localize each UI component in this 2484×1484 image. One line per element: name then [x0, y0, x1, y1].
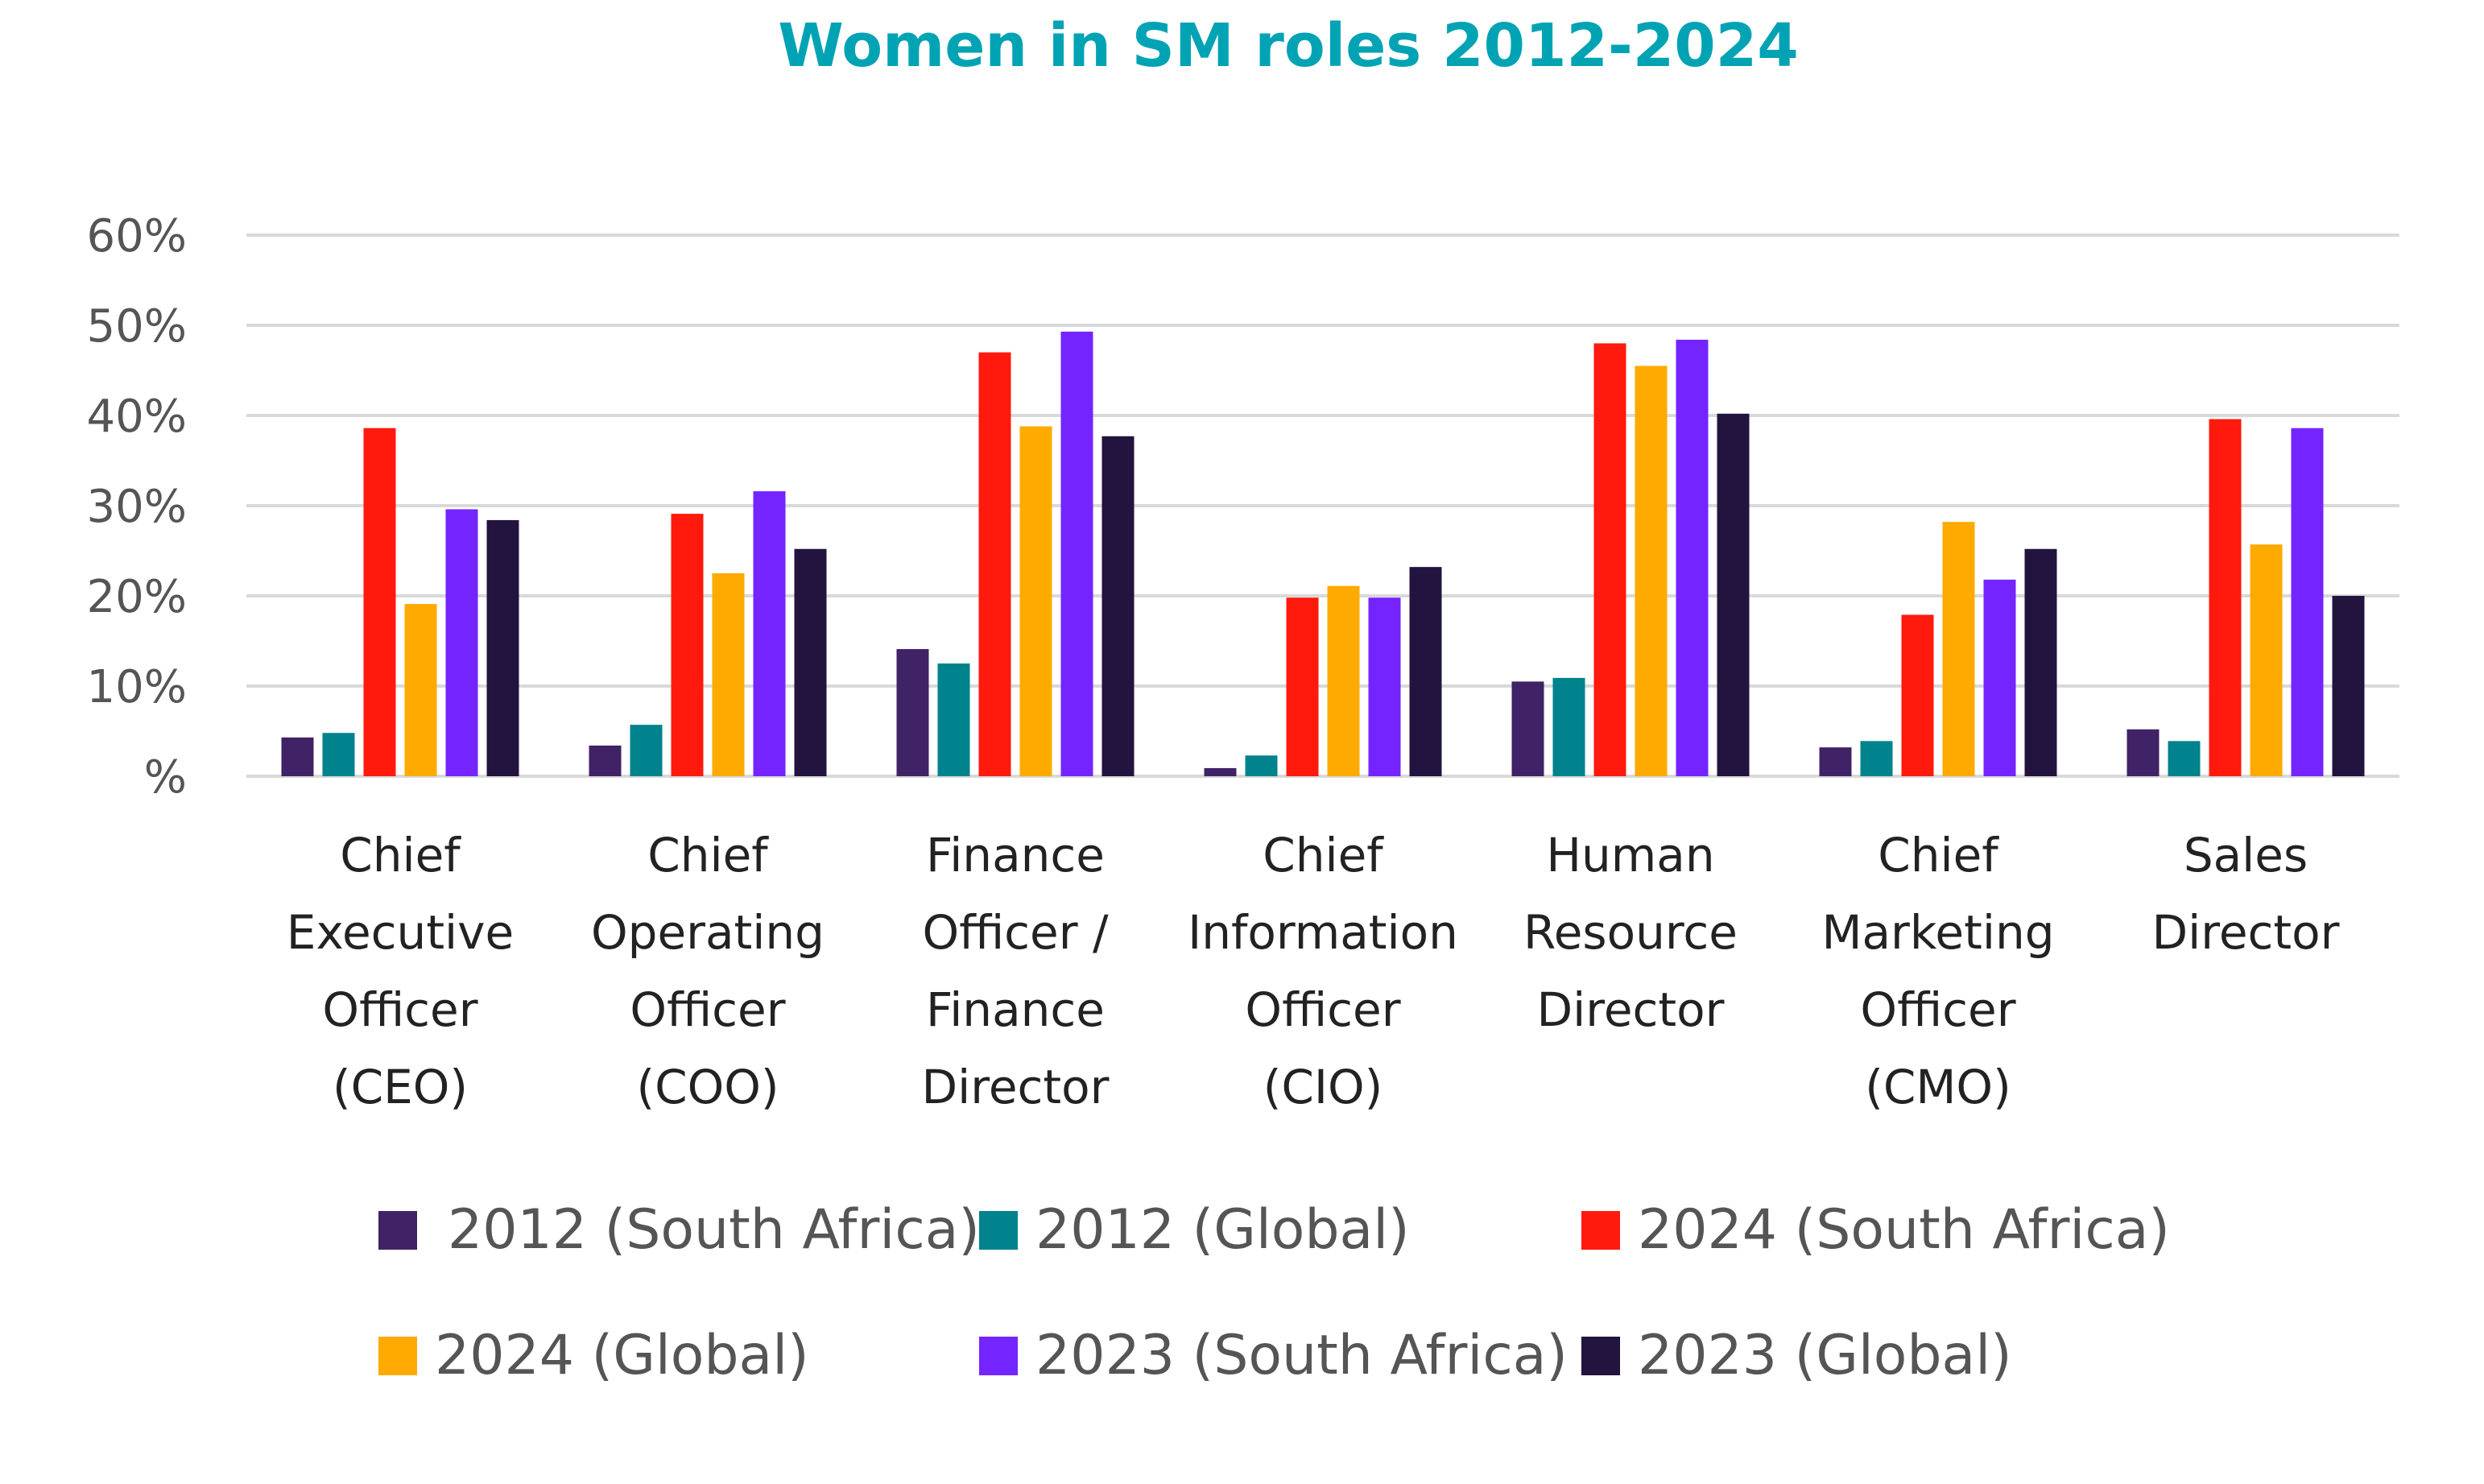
- x-tick-label: Officer: [322, 982, 477, 1037]
- legend-item: 2024 (Global): [378, 1324, 809, 1387]
- bar: [1286, 597, 1319, 776]
- bar: [794, 548, 827, 776]
- bar: [486, 519, 519, 776]
- x-tick-label: Director: [1537, 982, 1725, 1037]
- x-tick-label: Chief: [1878, 828, 1999, 883]
- bar: [978, 352, 1011, 777]
- bar: [445, 509, 478, 776]
- x-tick-label: Officer: [630, 982, 785, 1037]
- bar: [2126, 729, 2160, 776]
- x-tick-label: Executive: [287, 905, 514, 960]
- bar: [1983, 579, 2016, 776]
- legend-label: 2023 (Global): [1638, 1324, 2012, 1387]
- bar: [2332, 596, 2365, 776]
- legend-swatch: [378, 1337, 417, 1375]
- bar: [363, 428, 396, 776]
- bar: [1552, 677, 1585, 776]
- legend-swatch: [1581, 1211, 1620, 1250]
- x-tick-label: Resource: [1523, 905, 1738, 960]
- x-tick-label: Operating: [591, 905, 825, 960]
- x-tick-label: Director: [2152, 905, 2340, 960]
- bar: [2209, 419, 2242, 776]
- x-tick-label: Chief: [340, 828, 461, 883]
- y-tick-label: 30%: [87, 481, 187, 533]
- bar: [1511, 681, 1544, 776]
- bar: [1245, 755, 1278, 776]
- legend-swatch: [1581, 1337, 1620, 1375]
- x-tick-label: Human: [1546, 828, 1714, 883]
- bar: [322, 733, 355, 776]
- chart-title: Women in SM roles 2012-2024: [778, 11, 1798, 81]
- bar: [2291, 428, 2324, 776]
- legend-swatch: [378, 1211, 417, 1250]
- legend-label: 2024 (South Africa): [1638, 1198, 2170, 1262]
- y-tick-label: %: [144, 751, 187, 804]
- legend-label: 2024 (Global): [435, 1324, 809, 1387]
- x-tick-label: Officer: [1245, 982, 1400, 1037]
- bar: [589, 745, 622, 776]
- legend-swatch: [979, 1337, 1018, 1375]
- x-tick-label: Finance: [926, 828, 1105, 883]
- legend-swatch: [979, 1211, 1018, 1250]
- bar: [896, 649, 929, 776]
- legend-item: 2023 (Global): [1581, 1324, 2012, 1387]
- x-tick-label: Sales: [2184, 828, 2308, 883]
- y-tick-label: 10%: [87, 661, 187, 713]
- x-tick-label: Information: [1188, 905, 1458, 960]
- bar: [1635, 366, 1668, 776]
- bar: [630, 725, 663, 776]
- x-tick-label: (CIO): [1263, 1060, 1383, 1114]
- x-tick-label: Officer /: [922, 905, 1109, 960]
- legend-label: 2012 (South Africa): [448, 1198, 980, 1262]
- y-tick-label: 50%: [87, 300, 187, 353]
- x-tick-label: Finance: [926, 982, 1105, 1037]
- x-tick-label: (CMO): [1865, 1060, 2011, 1114]
- legend-item: 2023 (South Africa): [979, 1324, 1568, 1387]
- x-tick-label: (CEO): [333, 1060, 468, 1114]
- bar: [1101, 436, 1135, 776]
- legend-label: 2023 (South Africa): [1035, 1324, 1568, 1387]
- bar: [671, 514, 704, 776]
- legend-item: 2012 (South Africa): [378, 1198, 980, 1262]
- bar: [937, 663, 970, 776]
- bar: [1717, 413, 1750, 776]
- bar: [2024, 548, 2057, 776]
- x-tick-label: Director: [922, 1060, 1110, 1114]
- x-tick-label: Marketing: [1821, 905, 2054, 960]
- bar: [1327, 585, 1360, 776]
- bar: [1860, 741, 1893, 776]
- bar: [1204, 767, 1237, 776]
- bar: [1409, 567, 1442, 776]
- bar: [1593, 343, 1626, 776]
- legend-item: 2012 (Global): [979, 1198, 1410, 1262]
- legend-item: 2024 (South Africa): [1581, 1198, 2170, 1262]
- bar: [1368, 597, 1401, 776]
- bar: [404, 604, 437, 776]
- x-tick-label: Officer: [1860, 982, 2015, 1037]
- y-tick-label: 20%: [87, 571, 187, 623]
- bar: [712, 573, 745, 776]
- x-tick-label: Chief: [647, 828, 769, 883]
- bar: [1019, 426, 1052, 776]
- bar: [2168, 741, 2201, 776]
- bar: [1901, 614, 1934, 776]
- bar: [281, 737, 314, 776]
- bar: [1819, 747, 1852, 776]
- x-tick-label: (COO): [636, 1060, 779, 1114]
- x-tick-label: Chief: [1263, 828, 1384, 883]
- bar: [1942, 522, 1975, 776]
- bar: [2250, 544, 2283, 776]
- y-tick-label: 60%: [87, 210, 187, 262]
- y-tick-label: 40%: [87, 391, 187, 443]
- bar: [753, 491, 786, 776]
- legend-label: 2012 (Global): [1035, 1198, 1410, 1262]
- bar: [1676, 339, 1709, 776]
- bar: [1060, 331, 1093, 777]
